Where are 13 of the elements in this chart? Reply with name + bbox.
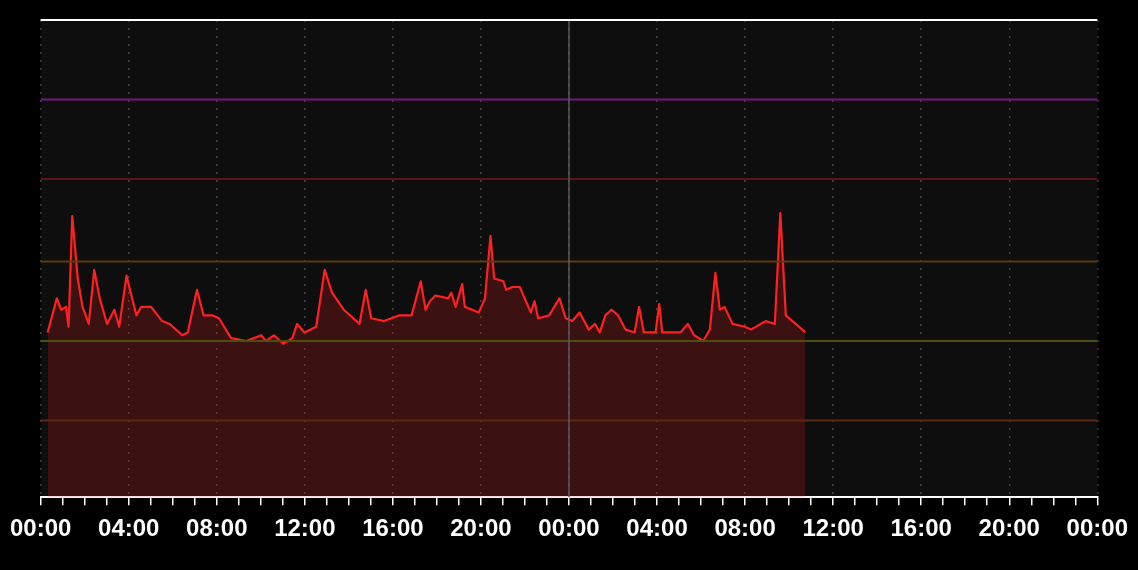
x-tick-label: 00:00: [1066, 514, 1128, 542]
x-tick-label: 04:00: [626, 514, 688, 542]
x-tick-label: 16:00: [890, 514, 952, 542]
x-tick-label: 12:00: [802, 514, 864, 542]
x-tick-label: 08:00: [714, 514, 776, 542]
x-tick-label: 04:00: [98, 514, 160, 542]
x-tick-label: 08:00: [186, 514, 248, 542]
x-tick-label: 00:00: [10, 514, 72, 542]
x-tick-label: 16:00: [362, 514, 424, 542]
x-tick-label: 20:00: [450, 514, 512, 542]
x-tick-label: 12:00: [274, 514, 336, 542]
x-tick-label: 20:00: [978, 514, 1040, 542]
x-tick-label: 00:00: [538, 514, 600, 542]
